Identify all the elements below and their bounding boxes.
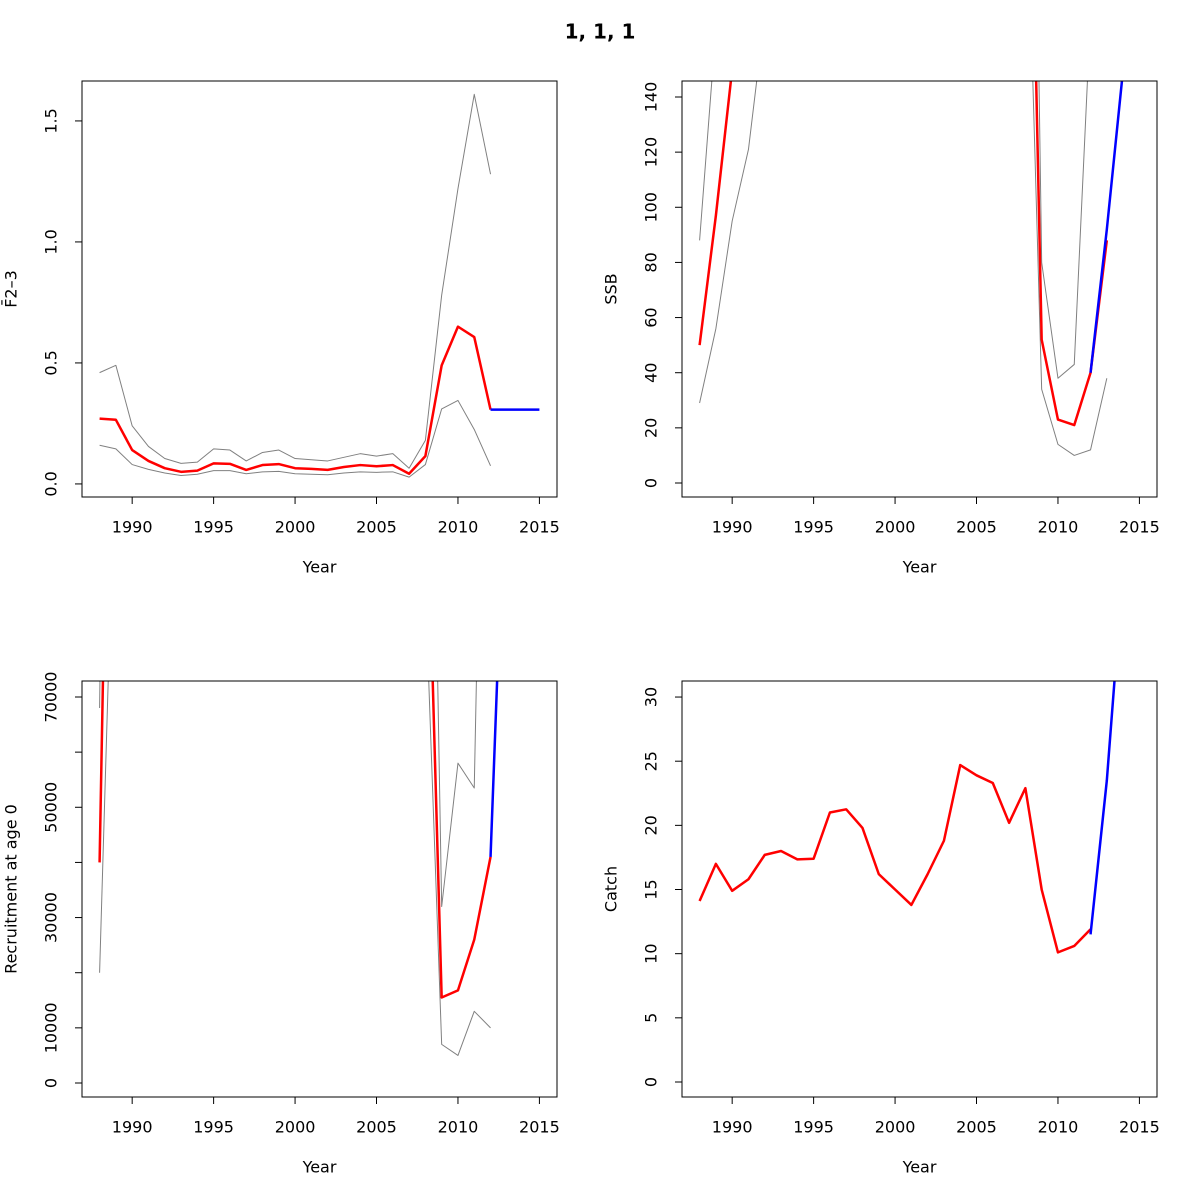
x-axis-label: Year [302,1158,337,1177]
y-tick-label: 20 [642,418,661,438]
x-tick-label: 2015 [519,1118,560,1137]
y-tick-label: 0 [642,1077,661,1087]
x-tick-label: 1990 [112,1118,153,1137]
x-tick-label: 1995 [193,518,234,537]
y-tick-label: 30 [642,687,661,707]
y-tick-label: 15 [642,879,661,899]
x-tick-label: 2015 [519,518,560,537]
panel: 1990 1995 2000 2005 2010 2015 0.0 0.5 1.0 1.5 Year… [2,80,560,577]
series-line [699,81,1108,456]
x-tick-label: 2005 [956,1118,997,1137]
y-tick-label: 0.0 [42,471,61,496]
x-tick-label: 2010 [438,1118,479,1137]
y-tick-label: 80 [642,252,661,272]
series-line [1089,681,1116,935]
y-tick-label: 5 [642,1013,661,1023]
y-tick-label: 100 [642,192,661,223]
x-tick-label: 2005 [956,518,997,537]
y-tick-label: 70000 [42,672,61,723]
x-axis-label: Year [902,1158,937,1177]
y-tick-label: 1.0 [42,229,61,254]
y-tick-label: 140 [642,82,661,113]
plot-area [698,81,1124,456]
panel: 1990 1995 2000 2005 2010 2015 0 20 40 60 80 100 120 1… [602,80,1160,577]
x-axis-label: Year [302,558,337,577]
panel: 1990 1995 2000 2005 2010 2015 0 10000 30000 50000… [2,672,560,1177]
y-tick-label: 1.5 [42,108,61,133]
y-tick-label: 50000 [42,782,61,833]
y-tick-label: 60 [642,307,661,327]
series-line [99,325,492,476]
y-tick-label: 10 [642,943,661,963]
y-tick-label: 20 [642,815,661,835]
y-axis-label: F̄2–3 [2,270,21,308]
x-axis-label: Year [902,558,937,577]
plot-area [698,681,1116,954]
x-tick-label: 2000 [275,1118,316,1137]
y-axis-label: Catch [602,866,621,912]
series-line [1089,81,1124,373]
x-tick-label: 2010 [438,518,479,537]
y-axis-label: SSB [602,273,621,304]
panel: 1990 1995 2000 2005 2010 2015 0 5 10 15 20 25 30 Year… [602,680,1160,1177]
series-line [99,93,492,469]
y-tick-label: 30000 [42,892,61,943]
y-tick-label: 0.5 [42,350,61,375]
x-tick-label: 1990 [712,518,753,537]
x-tick-label: 2000 [875,518,916,537]
x-tick-label: 1995 [793,518,834,537]
x-tick-label: 2005 [356,1118,397,1137]
y-tick-label: 120 [642,137,661,168]
x-tick-label: 1990 [712,1118,753,1137]
x-tick-label: 1995 [793,1118,834,1137]
x-tick-label: 2000 [875,1118,916,1137]
series-line [99,399,491,478]
x-tick-label: 2005 [356,518,397,537]
series-line [698,763,1092,954]
x-tick-label: 1995 [193,1118,234,1137]
x-tick-label: 2015 [1119,518,1160,537]
x-tick-label: 2000 [275,518,316,537]
y-tick-label: 10000 [42,1002,61,1053]
figure-title: 1, 1, 1 [565,20,636,44]
x-tick-label: 2010 [1038,1118,1079,1137]
y-tick-label: 0 [642,478,661,488]
y-tick-label: 40 [642,363,661,383]
x-tick-label: 2015 [1119,1118,1160,1137]
x-tick-label: 1990 [112,518,153,537]
y-axis-label: Recruitment at age 0 [2,804,21,974]
x-tick-label: 2010 [1038,518,1079,537]
series-line [698,81,1109,427]
y-tick-label: 25 [642,751,661,771]
y-tick-label: 0 [42,1078,61,1088]
plot-area [99,93,540,478]
